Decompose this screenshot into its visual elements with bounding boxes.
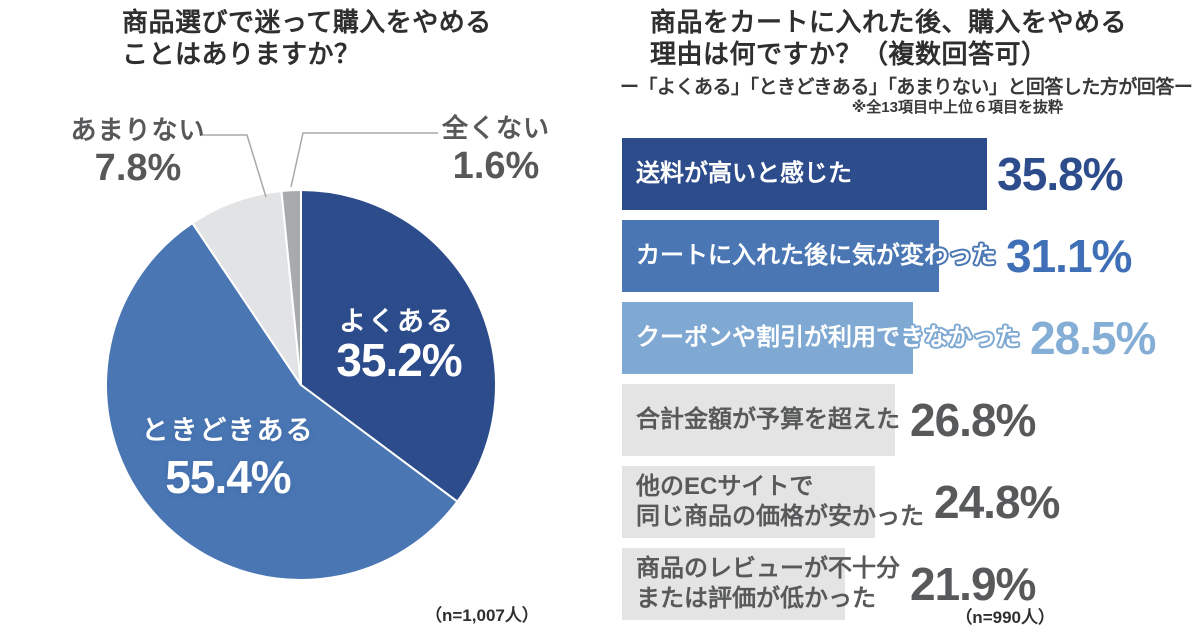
bar-chart-section: 商品をカートに入れた後、購入をやめる 理由は何ですか？（複数回答可） ー「よくあ… (620, 0, 1193, 630)
bar-value: 24.8% (934, 476, 1060, 528)
bar-value: 31.1% (1006, 230, 1132, 282)
bar-rows: 送料が高いと感じた 35.8% カートに入れた後に気が変わった 31.1% クー… (622, 138, 1182, 630)
bar-title-line1: 商品をカートに入れた後、購入をやめる (650, 7, 1128, 37)
bar-label: 商品のレビューが不十分 または評価が低かった (636, 554, 900, 614)
bar-fill (622, 384, 896, 456)
bar-chart-note: ※全13項目中上位６項目を抜粋 (851, 99, 1063, 116)
pie-title-line1: 商品選びで迷って購入をやめる (122, 7, 492, 37)
bar-value: 26.8% (910, 394, 1036, 446)
bar-label-line: 送料が高いと感じた (636, 160, 852, 187)
bar-label: クーポンや割引が利用できなかった (636, 323, 1020, 353)
bar-row: 商品のレビューが不十分 または評価が低かった 21.9% (622, 548, 1182, 620)
pie-slice-callout-amarinai: あまりない 7.8% (70, 114, 205, 190)
bar-value: 28.5% (1030, 312, 1156, 364)
bar-label-line: 合計金額が予算を超えた (636, 406, 900, 433)
bar-chart-subtitle: ー「よくある」「ときどきある」「あまりない」と回答した方が回答ー (620, 77, 1193, 98)
pie-slice-label-amarinai: あまりない (70, 115, 206, 145)
bar-label-line: 商品のレビューが不十分 (636, 555, 900, 582)
bar-label: カートに入れた後に気が変わった (636, 241, 996, 271)
pie-slice-1 (105, 222, 459, 581)
bar-fill (622, 548, 846, 620)
bar-label-line: 他のECサイトで (636, 473, 814, 500)
bar-label-line: または評価が低かった (636, 585, 876, 612)
callout-line-mattakunai (290, 132, 438, 188)
bar-label-line: 同じ商品の価格が安かった (636, 503, 924, 530)
pie-slice-value-tokidoki: 55.4% (165, 451, 291, 503)
bar-row: クーポンや割引が利用できなかった 28.5% (622, 302, 1182, 374)
bar-fill (622, 138, 988, 210)
bar-value: 21.9% (910, 558, 1036, 610)
pie-slice-value-amarinai: 7.8% (94, 147, 182, 189)
bar-fill (622, 302, 913, 374)
pie-title-line2: ことはありますか？ (122, 39, 361, 69)
bar-sample-size: （n=990人） (955, 608, 1055, 627)
bar-fill (622, 220, 940, 292)
bar-row: 送料が高いと感じた 35.8% (622, 138, 1182, 210)
bar-label: 送料が高いと感じた (636, 159, 852, 189)
pie-sample-size: （n=1,007人） (425, 606, 539, 625)
callout-line-amarinai (202, 134, 267, 198)
pie-slice-label-tokidoki: ときどきある (141, 415, 315, 446)
pie-slice-callout-mattakunai: 全くない 1.6% (442, 112, 550, 188)
pie-chart-title: 商品選びで迷って購入をやめる ことはありますか？ (122, 6, 492, 70)
bar-label-line: クーポンや割引が利用できなかった (636, 324, 1020, 351)
pie-slice-label-mattakunai: 全くない (441, 113, 551, 143)
bar-label: 合計金額が予算を超えた (636, 405, 900, 435)
bar-title-line2: 理由は何ですか？（複数回答可） (650, 39, 1048, 69)
pie-slice-label-yokuaru: よくある (339, 306, 455, 337)
pie-slice-value-yokuaru: 35.2% (336, 334, 462, 386)
bar-label: 他のECサイトで同じ商品の価格が安かった (636, 472, 924, 532)
bar-row: 合計金額が予算を超えた 26.8% (622, 384, 1182, 456)
bar-chart-title: 商品をカートに入れた後、購入をやめる 理由は何ですか？（複数回答可） (650, 6, 1127, 70)
bar-row: 他のECサイトで同じ商品の価格が安かった 24.8% (622, 466, 1182, 538)
pie-slice-3 (280, 188, 302, 386)
bar-label-line: カートに入れた後に気が変わった (636, 242, 996, 269)
pie-slice-2 (191, 189, 302, 386)
bar-fill (622, 466, 875, 538)
bar-row: カートに入れた後に気が変わった 31.1% (622, 220, 1182, 292)
bar-value: 35.8% (997, 148, 1123, 200)
pie-slice-value-mattakunai: 1.6% (452, 145, 540, 187)
